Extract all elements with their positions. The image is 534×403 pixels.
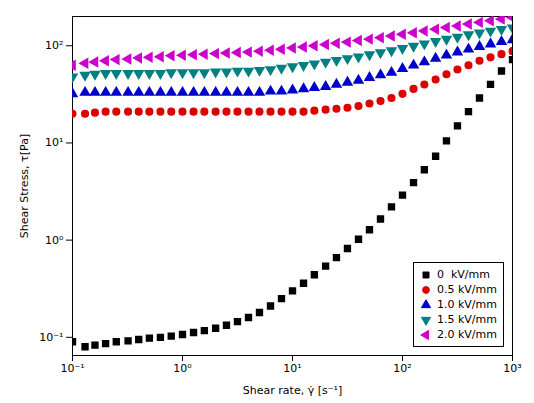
- svg-text:10⁻¹: 10⁻¹: [39, 331, 63, 344]
- svg-text:10¹: 10¹: [283, 362, 301, 375]
- svg-text:10²: 10²: [393, 362, 411, 375]
- svg-text:10⁰: 10⁰: [173, 362, 192, 375]
- svg-text:10³: 10³: [503, 362, 521, 375]
- svg-text:10²: 10²: [45, 39, 63, 52]
- html-text:0 kV/mm: 0 kV/mm: [437, 268, 490, 281]
- html-text:0.5 kV/mm: 0.5 kV/mm: [437, 283, 497, 296]
- svg-text:10⁻¹: 10⁻¹: [60, 362, 84, 375]
- svg-text:Shear rate, γ̇ [s⁻¹]: Shear rate, γ̇ [s⁻¹]: [243, 384, 342, 397]
- html-text:1.5 kV/mm: 1.5 kV/mm: [437, 313, 497, 326]
- svg-text:10⁰: 10⁰: [45, 234, 64, 247]
- html-text:1.0 kV/mm: 1.0 kV/mm: [437, 298, 497, 311]
- svg-text:Shear Stress, τ[Pa]: Shear Stress, τ[Pa]: [18, 134, 31, 238]
- svg-text:10¹: 10¹: [45, 136, 63, 149]
- html-text:2.0 kV/mm: 2.0 kV/mm: [437, 328, 497, 341]
